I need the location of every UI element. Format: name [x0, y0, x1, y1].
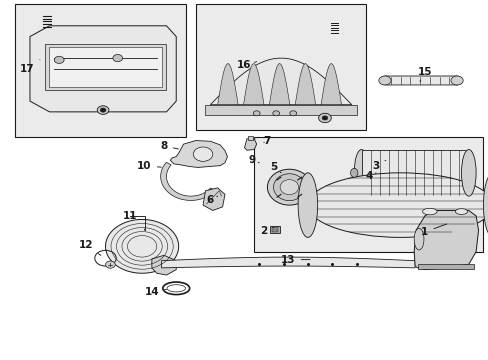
Circle shape [97, 106, 109, 114]
Circle shape [378, 76, 390, 85]
Polygon shape [161, 162, 215, 201]
Text: 2: 2 [260, 226, 273, 236]
Bar [15, 4, 185, 137]
Ellipse shape [307, 173, 488, 237]
Text: 6: 6 [206, 195, 217, 205]
Text: 8: 8 [160, 141, 178, 151]
Ellipse shape [298, 173, 317, 237]
Text: 7: 7 [262, 136, 269, 145]
Polygon shape [170, 140, 227, 167]
Text: 5: 5 [269, 162, 281, 173]
Text: 16: 16 [237, 60, 256, 70]
Ellipse shape [273, 174, 305, 201]
Bar [195, 4, 366, 130]
Polygon shape [295, 63, 315, 105]
Circle shape [289, 111, 296, 116]
Circle shape [105, 261, 115, 268]
Text: 13: 13 [281, 255, 309, 265]
Polygon shape [379, 76, 462, 85]
Polygon shape [152, 255, 176, 275]
Circle shape [193, 147, 212, 161]
Polygon shape [44, 44, 166, 90]
Ellipse shape [413, 228, 423, 250]
Polygon shape [417, 264, 473, 269]
Polygon shape [203, 188, 224, 211]
Polygon shape [49, 47, 161, 87]
Ellipse shape [353, 149, 368, 196]
Text: 9: 9 [248, 155, 259, 165]
Polygon shape [248, 136, 253, 140]
Polygon shape [105, 220, 178, 273]
Text: 10: 10 [137, 161, 161, 171]
Text: 3: 3 [372, 160, 385, 171]
Ellipse shape [461, 149, 475, 196]
Polygon shape [361, 149, 468, 196]
Circle shape [272, 111, 279, 116]
Ellipse shape [280, 180, 298, 195]
Polygon shape [243, 63, 264, 105]
Circle shape [100, 108, 106, 112]
Circle shape [253, 111, 260, 116]
Text: 17: 17 [20, 60, 40, 74]
Text: 11: 11 [122, 211, 137, 221]
Ellipse shape [267, 169, 311, 205]
Polygon shape [161, 257, 414, 268]
Bar [254, 137, 483, 252]
Text: 4: 4 [365, 171, 375, 181]
Polygon shape [30, 26, 176, 112]
Bar [270, 226, 280, 233]
Polygon shape [217, 63, 238, 105]
Text: 1: 1 [421, 224, 446, 237]
Circle shape [318, 113, 330, 123]
Text: 15: 15 [417, 67, 431, 81]
Polygon shape [269, 63, 289, 105]
Ellipse shape [454, 209, 467, 215]
Circle shape [450, 76, 462, 85]
Polygon shape [205, 105, 356, 116]
Polygon shape [210, 58, 351, 105]
Polygon shape [244, 139, 256, 150]
Text: 14: 14 [144, 287, 166, 297]
Circle shape [322, 116, 327, 120]
Ellipse shape [483, 173, 488, 237]
Circle shape [113, 54, 122, 62]
Circle shape [54, 56, 64, 63]
Ellipse shape [422, 208, 436, 215]
Ellipse shape [350, 168, 357, 177]
Polygon shape [413, 211, 478, 270]
Polygon shape [321, 63, 341, 105]
Bar [272, 227, 278, 231]
Text: 12: 12 [79, 239, 101, 256]
